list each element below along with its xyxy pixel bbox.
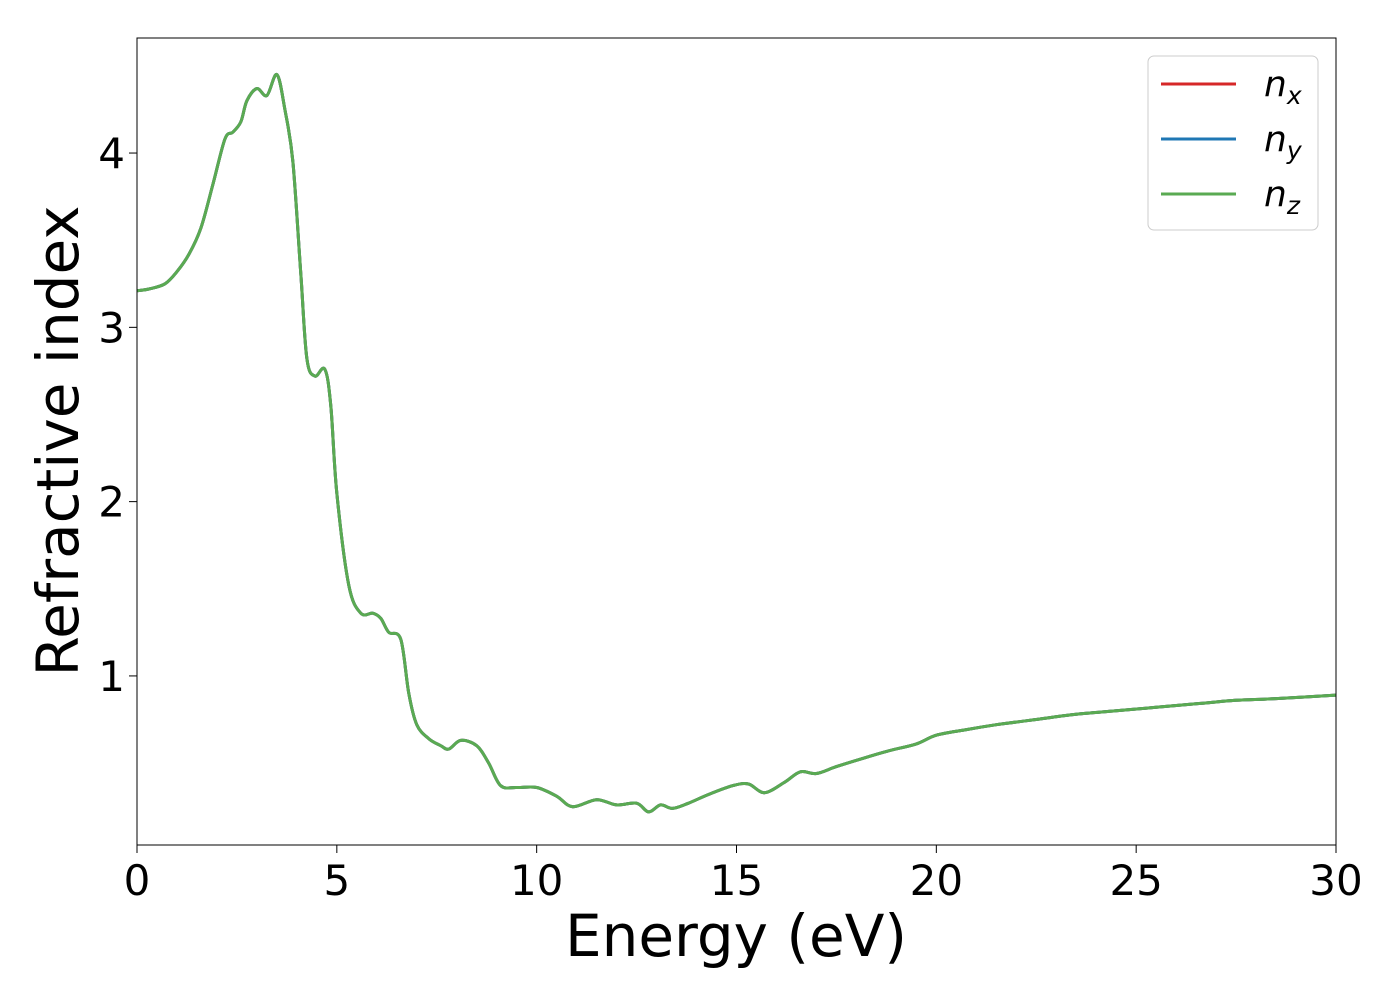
y-tick-label: 1 (98, 652, 125, 701)
x-tick-label: 5 (323, 856, 350, 905)
x-tick-label: 25 (1109, 856, 1162, 905)
series-line-n-z (136, 73, 1337, 814)
legend-box (1147, 55, 1319, 231)
x-axis: 0 5 10 15 20 25 30 (124, 845, 1363, 905)
x-tick-label: 20 (910, 856, 963, 905)
legend-label: ny (1264, 119, 1303, 165)
x-tick-label: 0 (124, 856, 151, 905)
x-axis-label: Energy (eV) (565, 902, 907, 970)
x-tick-label: 10 (510, 856, 563, 905)
legend-label: nx (1264, 64, 1302, 110)
series-layer (136, 73, 1337, 814)
y-axis-label: Refractive index (24, 205, 92, 676)
y-tick-label: 3 (98, 303, 125, 352)
y-axis: 1 2 3 4 (98, 129, 137, 701)
legend: nx ny nz (1147, 55, 1319, 231)
x-tick-label: 30 (1309, 856, 1362, 905)
legend-label: nz (1264, 174, 1301, 220)
x-tick-label: 15 (710, 856, 763, 905)
y-tick-label: 2 (98, 478, 125, 527)
y-tick-label: 4 (98, 129, 125, 178)
